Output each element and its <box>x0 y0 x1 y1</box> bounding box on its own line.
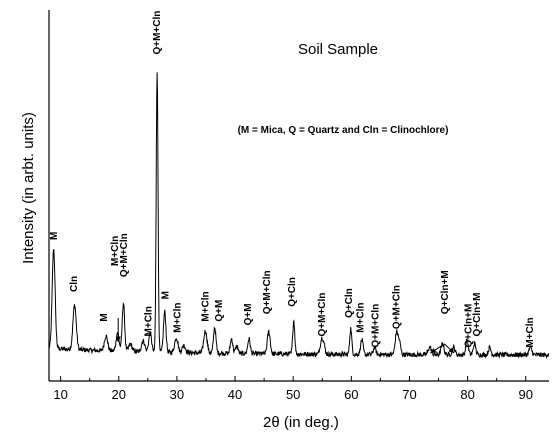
y-axis-label: Intensity (in arbt. units) <box>20 112 37 264</box>
x-tick-label: 10 <box>53 387 67 402</box>
peak-label: M+Cln <box>201 291 212 321</box>
peak-label: Q+Cln+M <box>472 293 483 337</box>
peak-label: Q+M <box>243 303 254 325</box>
diffraction-pattern-line <box>48 72 550 360</box>
peak-label: Q+M+Cln <box>370 304 381 348</box>
peak-label: M+Cln <box>525 317 536 347</box>
x-axis-label: 2θ (in deg.) <box>263 414 339 431</box>
x-tick-label: 60 <box>344 387 358 402</box>
x-tick-label: 20 <box>112 387 126 402</box>
chart-title: Soil Sample <box>298 41 378 58</box>
peak-label: M <box>49 232 60 240</box>
legend-note: (M = Mica, Q = Quartz and Cln = Clinochl… <box>238 125 449 136</box>
x-tick-label: 50 <box>286 387 300 402</box>
arrow-head <box>430 348 437 354</box>
x-axis-ticks: 10 20 30 40 50 60 70 80 90 <box>53 376 533 402</box>
peak-label: Q+M+Cln <box>119 233 130 277</box>
peak-label: Q+M <box>214 300 225 322</box>
x-tick-label: 40 <box>228 387 242 402</box>
peak-label: M+Cln <box>173 302 184 332</box>
x-tick-label: 80 <box>460 387 474 402</box>
peak-label: M+Cln <box>144 306 155 336</box>
peak-label: Cln <box>69 276 80 292</box>
x-tick-label: 70 <box>402 387 416 402</box>
peak-label: Q+M+Cln <box>317 293 328 337</box>
peak-label: Q+Cln <box>344 288 355 318</box>
peak-label: Q+M+Cln <box>391 285 402 329</box>
peak-label: Q+Cln <box>287 277 298 307</box>
arrow-head <box>115 336 121 343</box>
x-tick-label: 90 <box>519 387 533 402</box>
plot-axes <box>48 10 549 382</box>
arrow-head <box>448 347 455 354</box>
peak-label: M+Cln <box>355 302 366 332</box>
peak-label: M <box>99 313 110 321</box>
peak-label: M <box>161 291 172 299</box>
peak-label: Q+Cln+M <box>463 304 474 348</box>
peak-arrows <box>115 317 455 354</box>
x-tick-label: 30 <box>170 387 184 402</box>
peak-label: Q+Cln+M <box>440 270 451 314</box>
peak-label: Q+M+Cln <box>152 11 163 55</box>
peak-label: M+Cln <box>110 236 121 266</box>
peak-label: Q+M+Cln <box>262 270 273 314</box>
